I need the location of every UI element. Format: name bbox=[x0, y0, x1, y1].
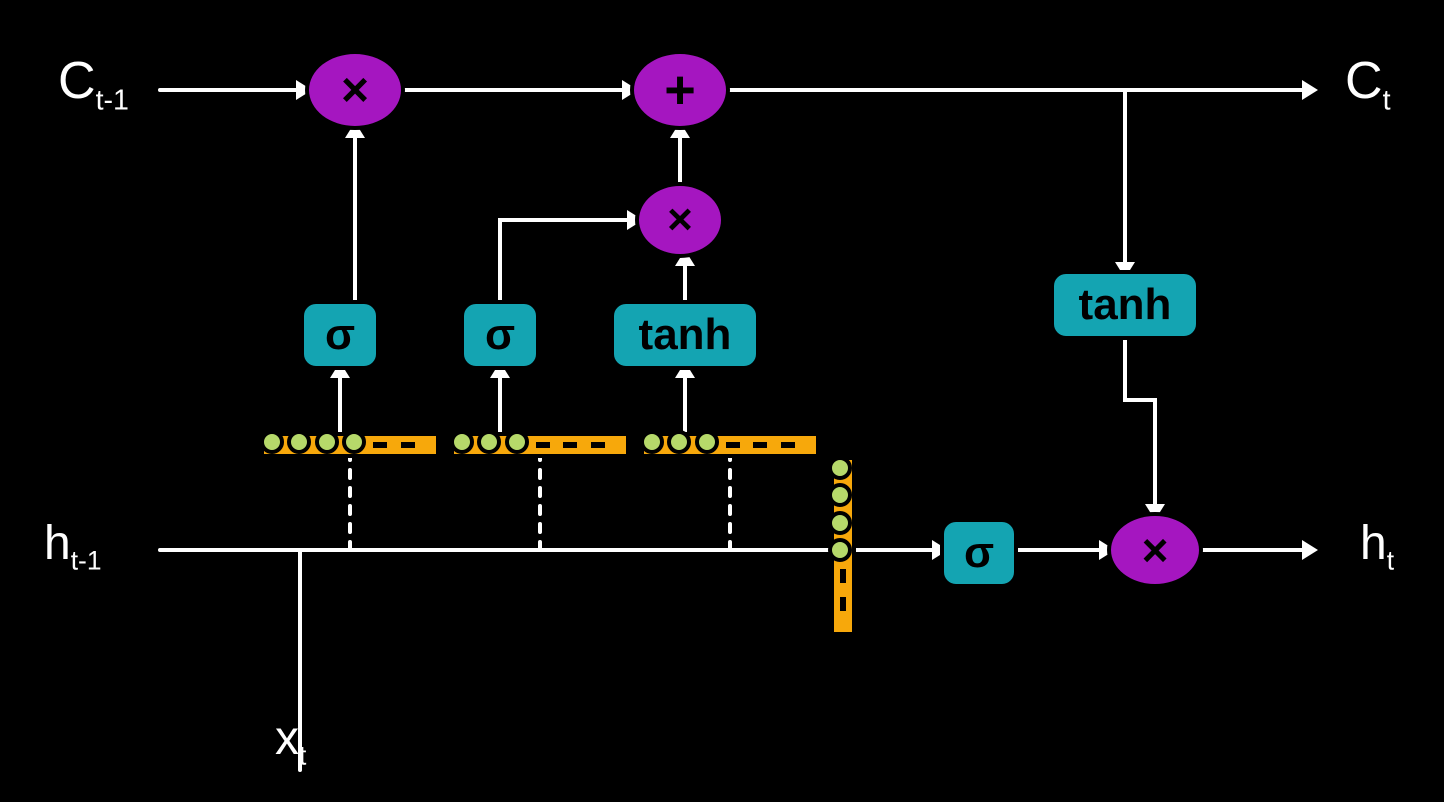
attention-bead bbox=[640, 430, 664, 454]
attention-bead bbox=[260, 430, 284, 454]
attention-dash bbox=[840, 569, 846, 583]
label-x_in: xt bbox=[275, 715, 306, 769]
tanho-to-mult bbox=[1125, 340, 1155, 512]
attention-bead bbox=[828, 538, 852, 562]
label-c_next: Ct bbox=[1345, 55, 1391, 115]
lstm-diagram: σσtanhtanhσ×+××Ct-1Ctht-1htxt bbox=[0, 0, 1444, 802]
op-add: + bbox=[630, 50, 730, 130]
h-out-arr bbox=[1302, 540, 1318, 560]
op-mult_f: × bbox=[305, 50, 405, 130]
attention-bead bbox=[342, 430, 366, 454]
attention-dash bbox=[781, 442, 795, 448]
attention-bead bbox=[505, 430, 529, 454]
op-mult_o: × bbox=[1107, 512, 1203, 588]
gate-sigma_f: σ bbox=[300, 300, 380, 370]
attention-bead bbox=[315, 430, 339, 454]
label-h_prev: ht-1 bbox=[44, 520, 102, 574]
label-h_next: ht bbox=[1360, 520, 1394, 574]
attention-bead bbox=[828, 511, 852, 535]
attention-dash bbox=[401, 442, 415, 448]
sigma-i-up bbox=[500, 220, 635, 300]
attention-dash bbox=[563, 442, 577, 448]
attention-dash bbox=[536, 442, 550, 448]
op-mult_i: × bbox=[635, 182, 725, 258]
gate-sigma_i: σ bbox=[460, 300, 540, 370]
cell-arrow-out bbox=[1302, 80, 1318, 100]
attention-dash bbox=[373, 442, 387, 448]
attention-dash bbox=[726, 442, 740, 448]
attention-dash bbox=[591, 442, 605, 448]
attention-dash bbox=[753, 442, 767, 448]
attention-dash bbox=[840, 597, 846, 611]
attention-bead bbox=[450, 430, 474, 454]
attention-bead bbox=[695, 430, 719, 454]
label-c_prev: Ct-1 bbox=[58, 55, 129, 115]
attention-bead bbox=[828, 456, 852, 480]
gate-sigma_o: σ bbox=[940, 518, 1018, 588]
gate-tanh_o: tanh bbox=[1050, 270, 1200, 340]
gate-tanh_c: tanh bbox=[610, 300, 760, 370]
